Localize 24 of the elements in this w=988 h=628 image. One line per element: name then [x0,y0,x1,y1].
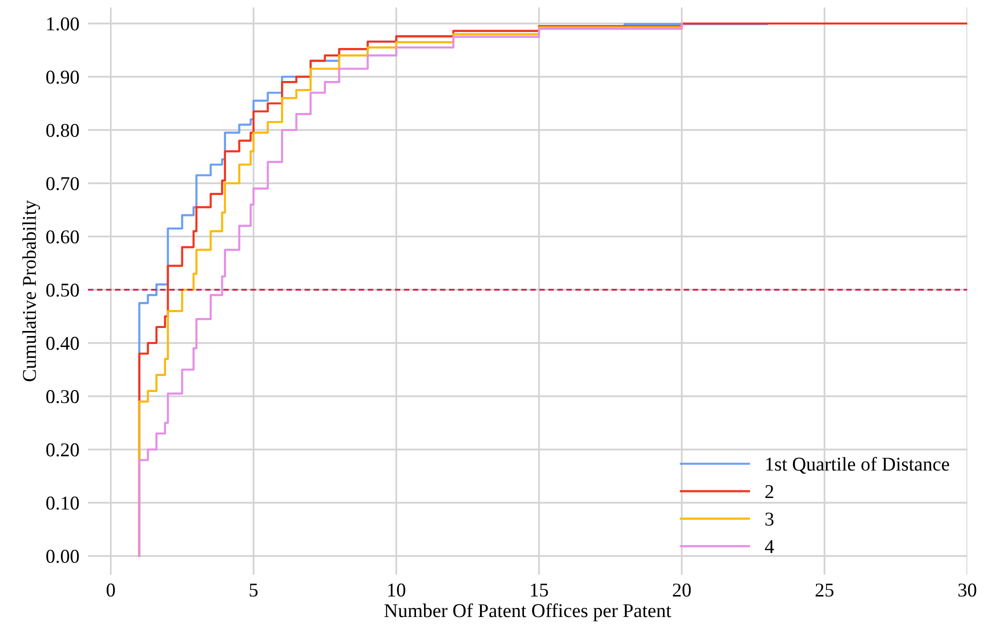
y-tick-label: 0.20 [46,443,79,457]
y-tick-label: 0.60 [46,230,79,244]
x-axis-title: Number Of Patent Offices per Patent [384,603,672,622]
y-axis-title: Cumulative Probability [22,200,40,382]
legend-label: 2 [765,485,774,498]
y-tick-label: 0.10 [46,496,79,510]
x-tick-label: 30 [958,584,976,597]
x-tick-label: 10 [388,584,406,597]
x-tick-label: 25 [816,584,834,597]
y-tick-label: 0.80 [46,124,79,138]
x-tick-label: 0 [106,584,115,597]
y-tick-label: 1.00 [47,17,79,31]
legend-label: 4 [764,540,774,553]
y-tick-label: 0.30 [46,390,79,404]
y-tick-label: 0.50 [46,284,79,297]
legend-label: 3 [765,512,774,526]
y-tick-label: 0.70 [46,177,79,190]
y-tick-label: 0.40 [46,336,79,350]
legend-label: 1st Quartile of Distance [766,456,950,474]
y-tick-label: 0.00 [46,550,79,564]
x-tick-label: 20 [672,584,691,597]
x-tick-label: 5 [250,584,258,597]
y-tick-label: 0.90 [46,70,79,84]
x-tick-label: 15 [531,584,548,597]
